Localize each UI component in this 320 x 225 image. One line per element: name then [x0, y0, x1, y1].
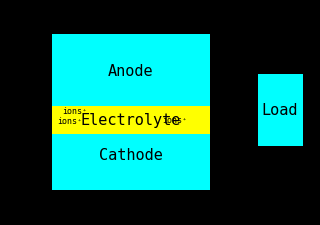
- Text: Anode: Anode: [108, 64, 154, 79]
- Text: ions⁺: ions⁺: [162, 116, 187, 125]
- Text: ions⁺: ions⁺: [57, 117, 82, 126]
- Bar: [258, 75, 303, 146]
- Text: Load: Load: [262, 103, 298, 118]
- Bar: [52, 119, 210, 190]
- Text: Cathode: Cathode: [99, 148, 163, 163]
- Text: ions⁺: ions⁺: [62, 107, 87, 116]
- Bar: [52, 106, 210, 134]
- Text: Electrolyte: Electrolyte: [81, 113, 181, 128]
- Bar: [52, 35, 210, 117]
